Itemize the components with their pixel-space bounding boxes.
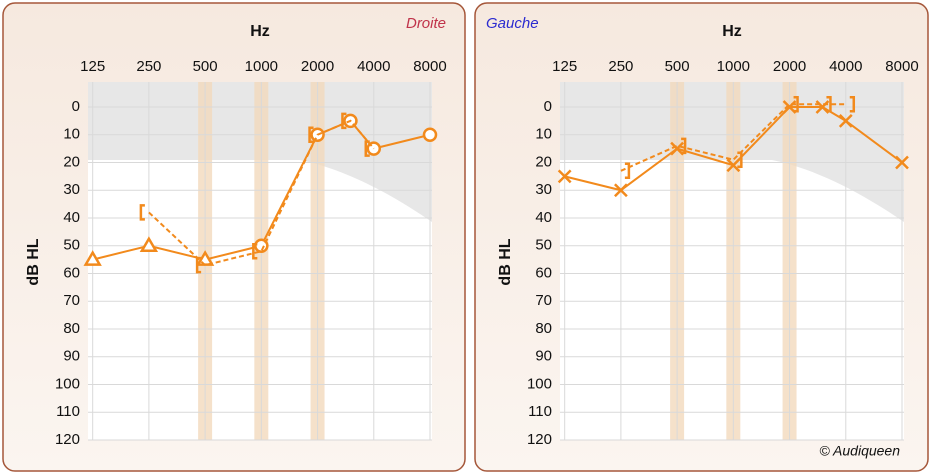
y-tick-label: 120 [527,431,552,448]
y-tick-label: 110 [56,403,80,420]
x-tick-label: 1000 [717,58,750,75]
x-tick-label: 125 [80,58,105,75]
x-axis-label: Hz [722,23,742,40]
x-tick-label: 8000 [885,58,918,75]
y-tick-label: 110 [528,403,552,420]
audiogram-panel: 125 250 500 1000 2000 4000 8000 0 10 20 30 40 50 60 70… [474,2,929,472]
y-tick-label: 20 [63,153,80,170]
threshold-marker [737,151,743,168]
y-tick-label: 30 [535,181,552,198]
x-tick-label: 500 [193,58,218,75]
threshold-marker [895,155,909,170]
y-tick-label: 0 [72,98,80,115]
threshold-marker [838,113,853,128]
threshold-marker [793,95,799,113]
threshold-marker [308,126,314,143]
y-tick-label: 70 [535,292,552,309]
threshold-marker [254,238,269,253]
threshold-marker [826,95,832,113]
y-tick-label: 100 [55,375,80,392]
threshold-line [620,103,846,172]
threshold-marker [624,162,631,180]
threshold-line [148,119,375,267]
y-tick-label: 10 [535,126,552,143]
x-tick-label: 8000 [413,58,446,75]
y-tick-label: 90 [63,348,80,365]
threshold-marker [139,236,159,252]
threshold-marker [782,100,797,114]
y-tick-label: 40 [63,209,80,226]
threshold-marker [364,140,370,157]
threshold-marker [252,243,258,260]
audiogram-panel: 125 250 500 1000 2000 4000 8000 0 10 20 30 40 50 60 70… [2,2,466,472]
y-tick-label: 10 [63,126,80,143]
threshold-marker [195,256,202,274]
x-tick-label: 250 [608,58,633,75]
y-tick-label: 20 [535,153,552,170]
x-tick-label: 4000 [829,58,862,75]
y-axis-label: dB HL [497,238,514,285]
x-tick-label: 250 [136,58,161,75]
y-tick-label: 70 [63,292,80,309]
y-tick-label: 90 [535,348,552,365]
threshold-marker [815,100,830,114]
y-tick-label: 60 [535,264,552,281]
threshold-marker [341,112,347,130]
y-tick-label: 120 [55,431,80,448]
y-tick-label: 0 [544,98,552,115]
y-axis-label: dB HL [25,238,42,285]
x-tick-label: 2000 [301,58,334,75]
threshold-marker [681,137,687,155]
threshold-marker [139,204,145,221]
x-axis-label: Hz [250,23,270,40]
y-tick-label: 100 [527,375,552,392]
x-tick-label: 125 [552,58,577,75]
y-tick-label: 50 [535,237,552,254]
x-tick-label: 2000 [773,58,806,75]
credit: © Audiqueen [819,443,900,459]
threshold-marker [557,169,572,184]
y-tick-label: 50 [63,237,80,254]
threshold-marker [726,158,741,173]
threshold-marker [83,250,102,266]
y-tick-label: 40 [535,209,552,226]
x-tick-label: 1000 [245,58,278,75]
threshold-marker [849,95,856,113]
y-tick-label: 60 [63,264,80,281]
y-tick-label: 80 [535,320,552,337]
threshold-marker [614,183,628,198]
y-tick-label: 80 [63,320,80,337]
panel-title: Gauche [486,15,539,32]
x-tick-label: 500 [665,58,690,75]
panel-title: Droite [406,15,446,32]
threshold-marker [422,127,438,142]
y-tick-label: 30 [63,181,80,198]
x-tick-label: 4000 [357,58,390,75]
threshold-marker [670,141,684,156]
